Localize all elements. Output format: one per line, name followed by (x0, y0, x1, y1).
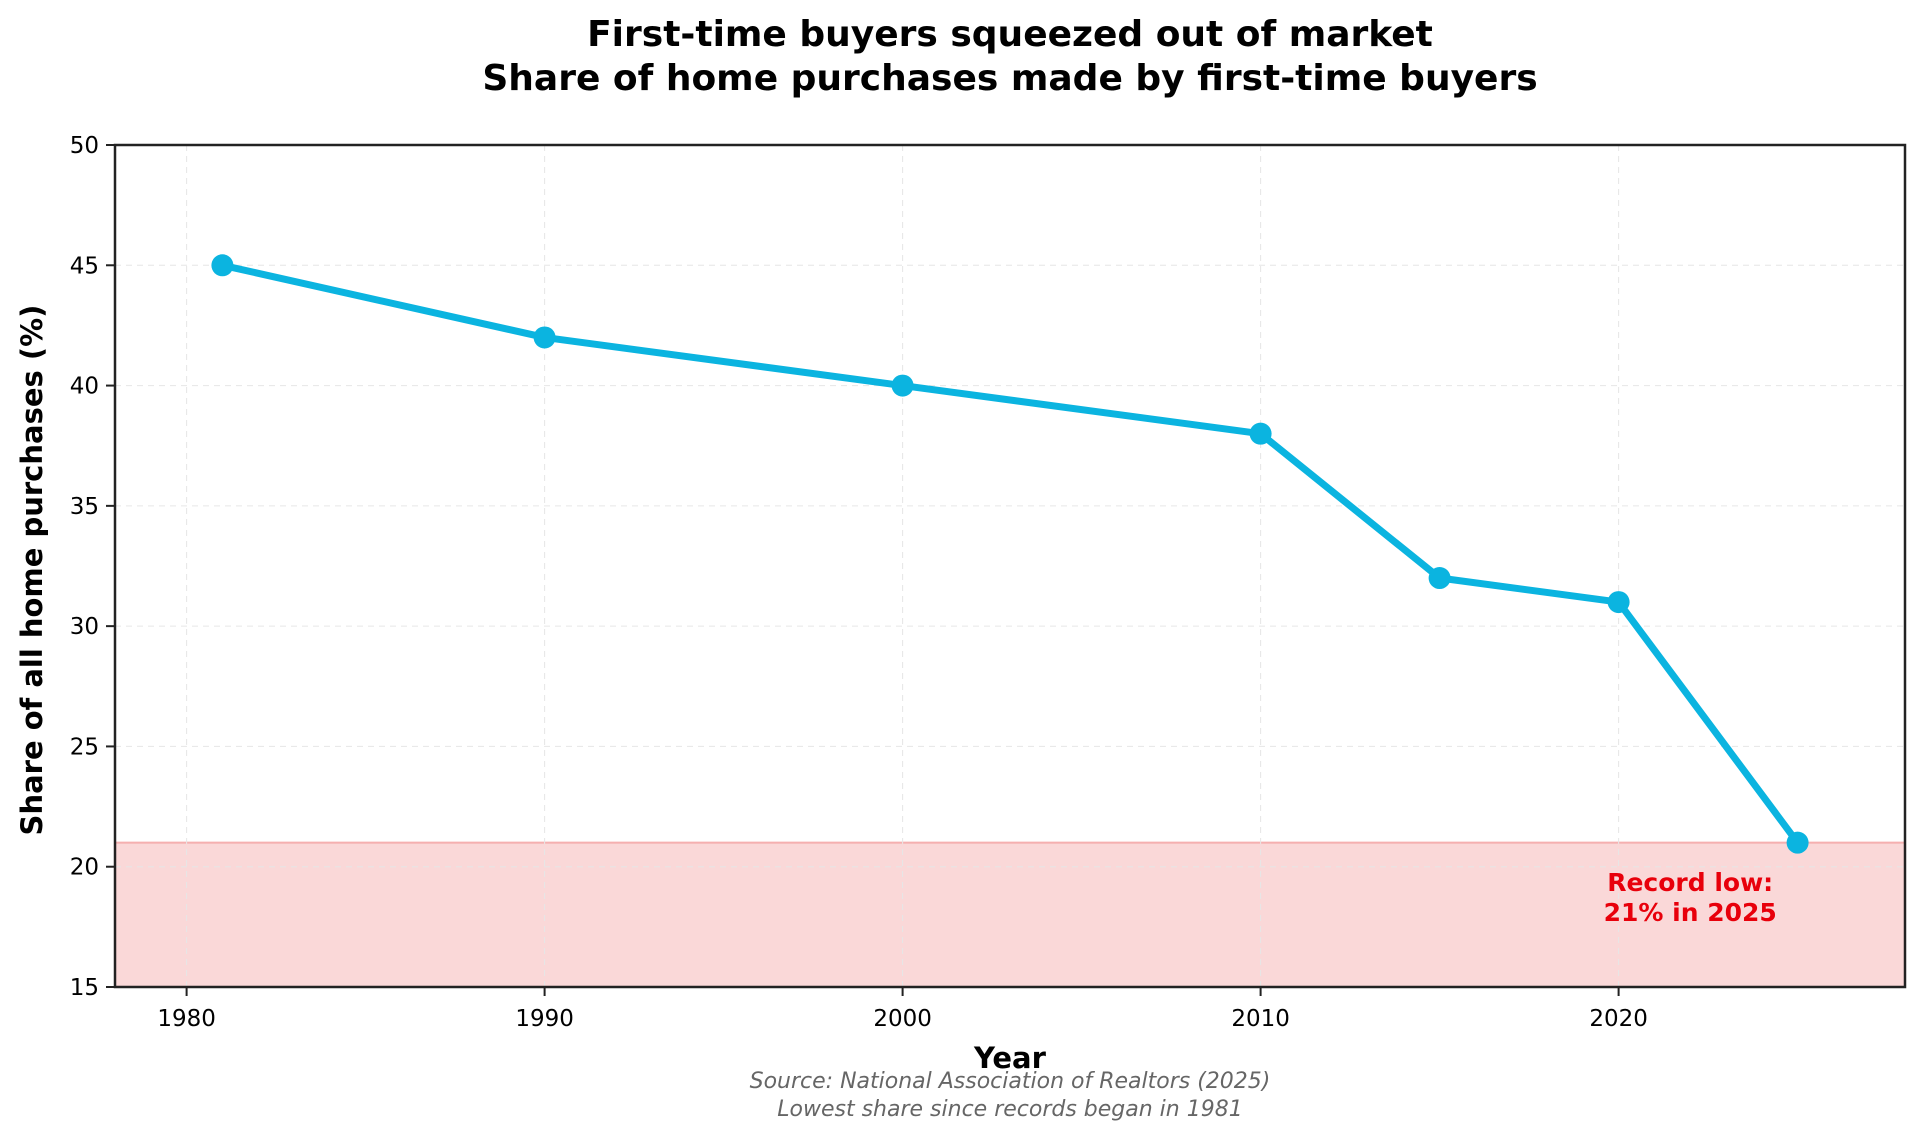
y-axis-label: Share of all home purchases (%) (15, 305, 49, 836)
y-tick-label-15: 15 (70, 975, 99, 1001)
y-tick-label-35: 35 (70, 494, 99, 520)
chart-title: First-time buyers squeezed out of market (587, 14, 1433, 55)
y-tick-label-30: 30 (70, 614, 99, 640)
data-point-1990 (533, 326, 556, 349)
y-axis-ticks: 15 20 25 30 35 40 45 50 (70, 133, 115, 1001)
x-axis-ticks: 1980 1990 2000 2010 2020 (157, 987, 1648, 1032)
series-group (218, 261, 1802, 847)
plot-frame (113, 143, 1907, 989)
data-points (211, 254, 1809, 854)
data-point-2025 (1786, 831, 1809, 854)
x-tick-label-1990: 1990 (515, 1006, 574, 1032)
data-point-1981 (211, 254, 234, 277)
annotation-record-low-line2: 21% in 2025 (1604, 898, 1777, 927)
data-point-2015 (1428, 567, 1451, 590)
annotation-record-low-line1: Record low: (1607, 868, 1773, 897)
y-tick-label-20: 20 (70, 855, 99, 881)
source-note-line1: Source: National Association of Realtors… (750, 1069, 1271, 1094)
data-point-2020 (1607, 591, 1630, 614)
series-line (218, 261, 1802, 847)
x-tick-label-1980: 1980 (157, 1006, 216, 1032)
source-note-line2: Lowest share since records began in 1981 (777, 1097, 1242, 1122)
x-tick-label-2020: 2020 (1589, 1006, 1648, 1032)
x-tick-label-2010: 2010 (1231, 1006, 1290, 1032)
x-tick-label-2000: 2000 (873, 1006, 932, 1032)
x-axis-label: Year (973, 1041, 1047, 1075)
y-tick-label-25: 25 (70, 734, 99, 760)
data-point-2010 (1249, 422, 1272, 445)
y-tick-label-45: 45 (70, 253, 99, 279)
y-tick-label-40: 40 (70, 374, 99, 400)
y-tick-label-50: 50 (70, 133, 99, 159)
plot-border (113, 143, 1907, 989)
chart-subtitle: Share of home purchases made by first-ti… (482, 58, 1537, 99)
data-point-2000 (891, 374, 914, 397)
